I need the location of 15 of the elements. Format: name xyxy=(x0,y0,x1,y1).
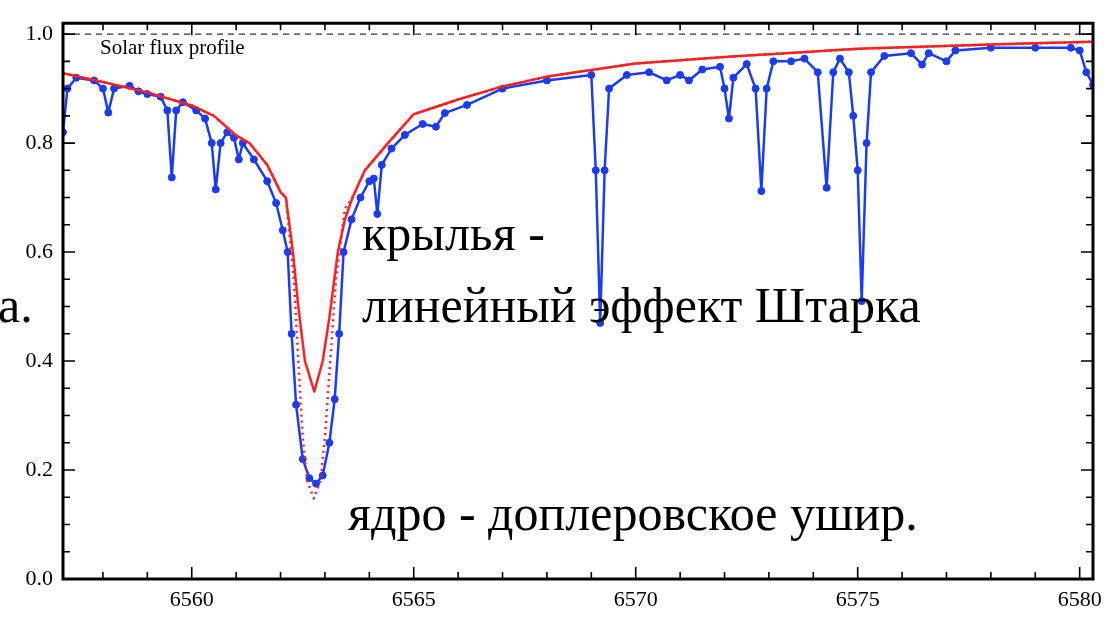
text: а. xyxy=(0,277,33,333)
x-tick-label: 6560 xyxy=(169,585,214,611)
annotation: крылья - xyxy=(362,205,545,261)
y-tick-label: 0.6 xyxy=(25,237,53,263)
x-tick-label: 6570 xyxy=(613,585,658,611)
y-tick-label: 0.2 xyxy=(25,455,53,481)
y-tick-label: 0.0 xyxy=(25,564,53,590)
x-tick-label: 6565 xyxy=(391,585,436,611)
x-tick-label: 6580 xyxy=(1057,585,1102,611)
y-tick-label: 1.0 xyxy=(25,19,53,45)
x-tick-label: 6575 xyxy=(835,585,880,611)
annotation: Solar flux profile xyxy=(100,35,245,59)
y-tick-label: 0.8 xyxy=(25,128,53,154)
y-tick-label: 0.4 xyxy=(25,346,53,372)
annotation: ядро - доплеровское ушир. xyxy=(348,485,918,541)
